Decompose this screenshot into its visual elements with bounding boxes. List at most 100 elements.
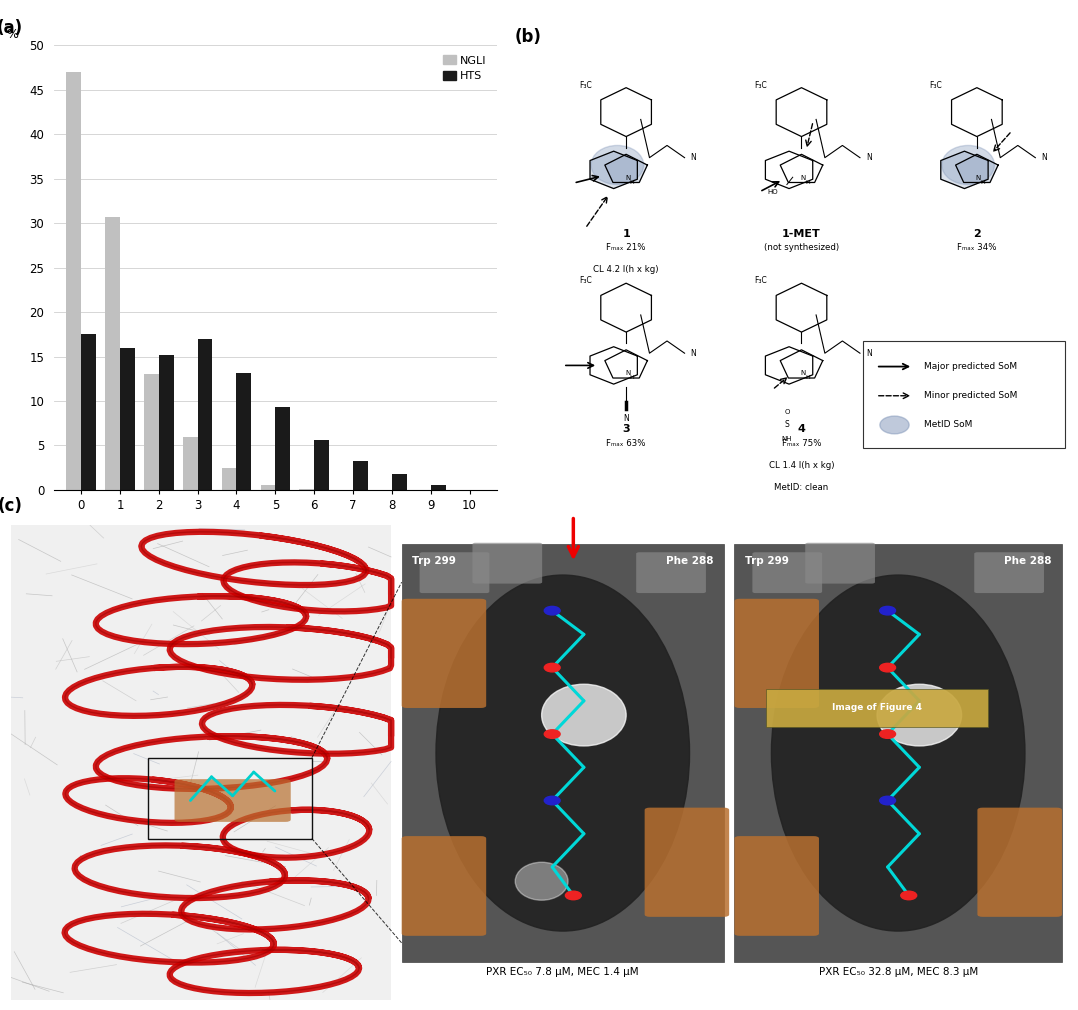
Text: MetID: clean: MetID: clean bbox=[774, 483, 829, 492]
FancyBboxPatch shape bbox=[734, 836, 819, 936]
Text: Fₘₐₓ 34%: Fₘₐₓ 34% bbox=[957, 243, 997, 252]
Text: CL 1.4 l(h x kg): CL 1.4 l(h x kg) bbox=[769, 461, 834, 470]
Text: PXR EC₅₀ 32.8 μM, MEC 8.3 μM: PXR EC₅₀ 32.8 μM, MEC 8.3 μM bbox=[818, 967, 978, 977]
Text: N: N bbox=[800, 175, 805, 181]
Text: F₃C: F₃C bbox=[755, 277, 766, 286]
Bar bbox=[353, 461, 368, 490]
Polygon shape bbox=[955, 155, 998, 183]
Text: MetID SoM: MetID SoM bbox=[924, 420, 972, 429]
Text: O: O bbox=[784, 409, 789, 415]
Text: H: H bbox=[805, 180, 810, 185]
Text: F₃C: F₃C bbox=[579, 277, 592, 286]
FancyBboxPatch shape bbox=[645, 808, 729, 917]
Ellipse shape bbox=[436, 575, 690, 931]
Text: N: N bbox=[623, 414, 628, 423]
Text: Trp 299: Trp 299 bbox=[745, 557, 789, 566]
Bar bbox=[81, 334, 96, 490]
FancyBboxPatch shape bbox=[975, 552, 1044, 593]
Text: In silico: In silico bbox=[252, 547, 299, 561]
Text: N: N bbox=[690, 348, 696, 358]
Ellipse shape bbox=[942, 145, 994, 185]
Ellipse shape bbox=[880, 730, 896, 738]
Text: HO: HO bbox=[768, 189, 778, 195]
Ellipse shape bbox=[880, 606, 896, 615]
Text: %: % bbox=[6, 28, 18, 41]
Text: N: N bbox=[625, 175, 631, 181]
Ellipse shape bbox=[544, 606, 561, 615]
FancyBboxPatch shape bbox=[766, 689, 989, 727]
Ellipse shape bbox=[544, 664, 561, 672]
FancyBboxPatch shape bbox=[402, 599, 486, 708]
Bar bbox=[197, 338, 212, 490]
Text: N: N bbox=[866, 154, 871, 163]
FancyBboxPatch shape bbox=[11, 525, 391, 1000]
FancyBboxPatch shape bbox=[636, 552, 706, 593]
Bar bbox=[275, 407, 290, 490]
Text: NH: NH bbox=[782, 435, 792, 441]
Text: N: N bbox=[866, 348, 871, 358]
Bar bbox=[183, 436, 197, 490]
Polygon shape bbox=[605, 155, 648, 183]
FancyBboxPatch shape bbox=[402, 836, 486, 936]
Text: (b): (b) bbox=[514, 27, 541, 45]
FancyBboxPatch shape bbox=[734, 599, 819, 708]
Text: PXR EC₅₀ 7.8 μM, MEC 1.4 μM: PXR EC₅₀ 7.8 μM, MEC 1.4 μM bbox=[486, 967, 639, 977]
Text: Major predicted SoM: Major predicted SoM bbox=[924, 362, 1017, 371]
Text: H: H bbox=[630, 180, 634, 185]
Text: S: S bbox=[785, 419, 789, 428]
Text: Fₘₐₓ 63%: Fₘₐₓ 63% bbox=[606, 438, 646, 447]
Ellipse shape bbox=[591, 145, 644, 185]
Ellipse shape bbox=[880, 796, 896, 805]
Ellipse shape bbox=[565, 891, 581, 900]
Bar bbox=[236, 373, 251, 490]
Ellipse shape bbox=[544, 796, 561, 805]
Text: H: H bbox=[980, 180, 985, 185]
FancyBboxPatch shape bbox=[862, 341, 1065, 447]
Bar bbox=[314, 440, 329, 490]
Text: 4: 4 bbox=[798, 424, 805, 434]
Text: N: N bbox=[625, 371, 631, 377]
FancyBboxPatch shape bbox=[734, 544, 1062, 962]
Text: N: N bbox=[976, 175, 981, 181]
FancyBboxPatch shape bbox=[752, 552, 823, 593]
Text: Image of Figure 4: Image of Figure 4 bbox=[832, 703, 922, 712]
Bar bbox=[392, 474, 406, 490]
Bar bbox=[222, 468, 236, 490]
Text: Phe 288: Phe 288 bbox=[666, 557, 714, 566]
Bar bbox=[261, 485, 275, 490]
FancyBboxPatch shape bbox=[472, 542, 542, 584]
FancyBboxPatch shape bbox=[978, 808, 1062, 917]
Legend: NGLI, HTS: NGLI, HTS bbox=[438, 52, 492, 86]
Text: Fₘₐₓ 21%: Fₘₐₓ 21% bbox=[606, 243, 646, 252]
Text: 1-MET: 1-MET bbox=[783, 228, 820, 238]
Text: Fₘₐₓ 75%: Fₘₐₓ 75% bbox=[782, 438, 821, 447]
Text: 2: 2 bbox=[973, 228, 981, 238]
Text: F₃C: F₃C bbox=[929, 81, 942, 90]
Text: oral PhysChem score: oral PhysChem score bbox=[185, 547, 365, 561]
Ellipse shape bbox=[880, 416, 909, 434]
Bar bbox=[144, 375, 158, 490]
Text: (a): (a) bbox=[0, 19, 23, 36]
Text: 1: 1 bbox=[622, 228, 630, 238]
Polygon shape bbox=[590, 152, 637, 189]
FancyBboxPatch shape bbox=[419, 552, 489, 593]
Text: N: N bbox=[1041, 154, 1047, 163]
Ellipse shape bbox=[877, 684, 962, 746]
Text: 3: 3 bbox=[622, 424, 630, 434]
Bar bbox=[158, 355, 174, 490]
Text: Phe 288: Phe 288 bbox=[1004, 557, 1051, 566]
Text: Minor predicted SoM: Minor predicted SoM bbox=[924, 391, 1018, 400]
Bar bbox=[67, 72, 81, 490]
Text: Trp 299: Trp 299 bbox=[412, 557, 456, 566]
Bar bbox=[431, 486, 445, 490]
Ellipse shape bbox=[515, 863, 568, 900]
Bar bbox=[120, 347, 135, 490]
Ellipse shape bbox=[880, 664, 896, 672]
Text: H: H bbox=[630, 375, 634, 380]
Text: (c): (c) bbox=[0, 497, 23, 515]
Ellipse shape bbox=[544, 730, 561, 738]
Text: CL 4.2 l(h x kg): CL 4.2 l(h x kg) bbox=[593, 266, 659, 274]
Text: F₃C: F₃C bbox=[579, 81, 592, 90]
FancyBboxPatch shape bbox=[402, 544, 724, 962]
Polygon shape bbox=[941, 152, 989, 189]
